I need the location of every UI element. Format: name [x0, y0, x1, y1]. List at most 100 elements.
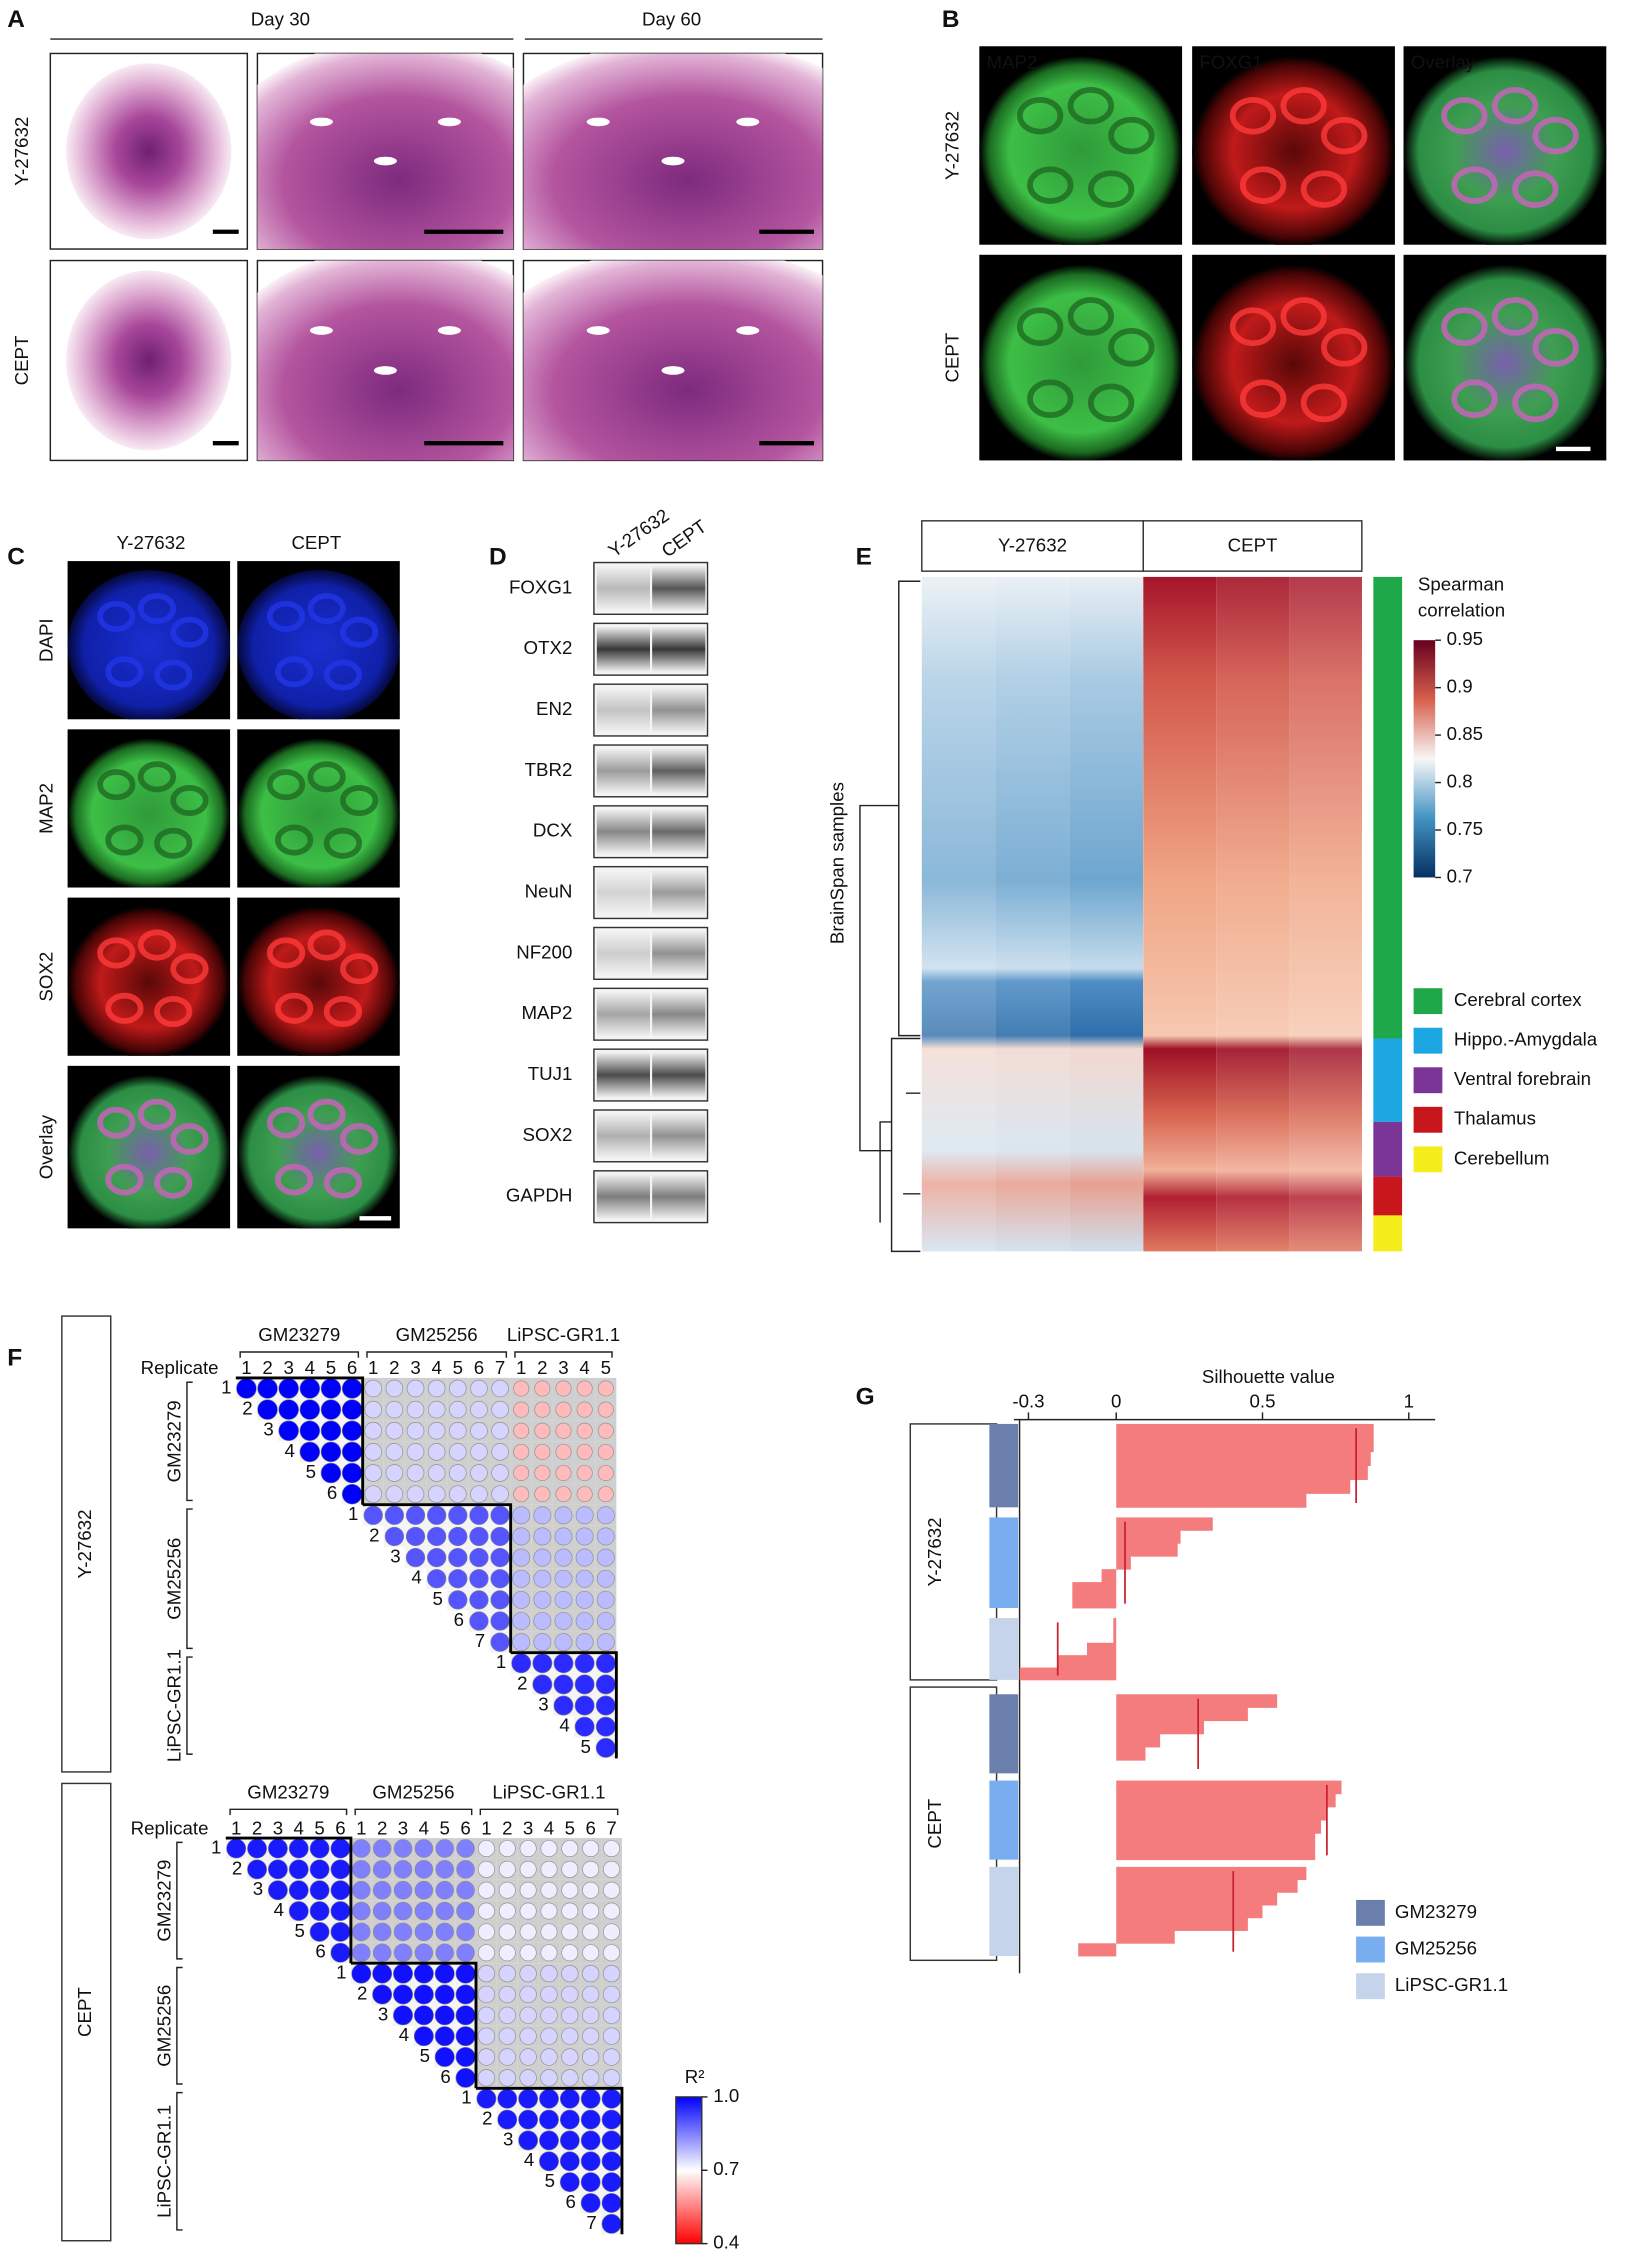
correlation-dot	[477, 2006, 496, 2024]
correlation-dot	[427, 1443, 446, 1461]
correlation-dot	[574, 1695, 595, 1716]
x-tick-label: 0.5	[1250, 1390, 1276, 1411]
structure	[307, 593, 346, 625]
correlation-dot	[539, 2088, 559, 2109]
correlation-dot	[435, 1901, 454, 1921]
correlation-dot	[532, 1653, 553, 1674]
correlation-dot	[533, 1633, 552, 1652]
blot-band	[652, 565, 706, 612]
line-header: LiPSC-GR1.1	[492, 1781, 605, 1802]
row-number: 1	[336, 1962, 346, 1983]
tissue	[523, 260, 823, 461]
channel-label: FOXG1	[1199, 51, 1262, 72]
correlation-dot	[597, 1486, 614, 1503]
silhouette-bar	[1116, 1905, 1263, 1919]
lumen	[309, 326, 333, 335]
correlation-dot	[540, 2006, 558, 2024]
correlation-dot	[449, 1464, 467, 1482]
row-number: 3	[503, 2128, 513, 2149]
correlation-dot	[512, 1633, 531, 1652]
row-number: 1	[461, 2087, 471, 2108]
silhouette-bar	[1116, 1517, 1213, 1531]
heatmap-column	[1143, 576, 1217, 1252]
blot-band	[596, 565, 650, 612]
correlation-dot	[288, 1838, 309, 1859]
condition-box	[61, 1782, 112, 2242]
tissue	[237, 1074, 400, 1229]
correlation-dot	[574, 1653, 595, 1674]
structure	[1108, 116, 1155, 155]
row-number: 5	[306, 1461, 316, 1482]
legend-label: Hippo.-Amygdala	[1454, 1029, 1598, 1050]
structure	[275, 992, 314, 1024]
row-number: 4	[411, 1567, 421, 1588]
correlation-dot	[352, 1881, 371, 1900]
correlation-dot	[330, 1942, 351, 1963]
correlation-dot	[405, 1526, 426, 1547]
group-label: Y-27632	[998, 535, 1067, 556]
correlation-dot	[385, 1400, 404, 1419]
correlation-dot	[513, 1443, 530, 1460]
correlation-dot	[476, 2088, 497, 2109]
silhouette-bar	[1116, 1694, 1278, 1708]
correlation-dot	[309, 1838, 330, 1859]
correlation-dot	[477, 1860, 495, 1878]
correlation-dot	[455, 2005, 476, 2026]
correlation-dot	[576, 1486, 593, 1503]
replicate-number: 4	[294, 1817, 304, 1838]
image	[237, 738, 400, 888]
structure	[1108, 327, 1155, 367]
correlation-dot	[278, 1420, 299, 1441]
blot-band	[652, 687, 706, 734]
correlation-dot	[456, 1860, 475, 1879]
blot-band	[652, 747, 706, 794]
row-label: Y-27632	[941, 111, 962, 180]
correlation-dot	[576, 1422, 593, 1439]
silhouette-bar	[1078, 1943, 1117, 1957]
row-number: 3	[390, 1546, 400, 1567]
condition-box	[61, 1315, 112, 1773]
row-label: EN2	[536, 698, 572, 719]
legend-swatch	[1413, 1067, 1443, 1094]
row-number: 6	[315, 1941, 325, 1962]
correlation-dot	[602, 2006, 621, 2024]
group-box	[921, 520, 1144, 572]
correlation-dot	[554, 1506, 573, 1525]
tissue	[257, 53, 514, 250]
cluster-bar	[989, 1423, 1019, 1508]
line-label: GM25256	[163, 1538, 184, 1620]
correlation-dot	[385, 1422, 404, 1440]
bracket	[479, 1808, 619, 1816]
correlation-dot	[470, 1379, 488, 1398]
structure	[1280, 87, 1327, 125]
group-label: CEPT	[1228, 535, 1278, 556]
correlation-dot	[540, 1860, 558, 1878]
row-label: CEPT	[941, 333, 962, 383]
correlation-dot	[406, 1400, 425, 1419]
correlation-dot	[470, 1443, 488, 1461]
correlation-dot	[435, 1922, 454, 1942]
colorbar-tick-label: 0.75	[1447, 818, 1483, 839]
correlation-dot	[470, 1422, 488, 1440]
row-label: GAPDH	[506, 1185, 572, 1206]
correlation-dot	[533, 1590, 552, 1609]
correlation-dot	[352, 1901, 371, 1921]
structure	[154, 995, 193, 1028]
image	[67, 738, 231, 888]
structure	[323, 827, 363, 859]
correlation-dot	[512, 1612, 531, 1630]
line-header: GM25256	[396, 1324, 478, 1345]
row-number: 3	[263, 1419, 273, 1440]
correlation-dot	[469, 1569, 489, 1589]
correlation-dot	[539, 2151, 559, 2172]
correlation-dot	[413, 1963, 434, 1984]
replicate-number: 5	[326, 1357, 336, 1378]
replicate-number: 6	[585, 1817, 595, 1838]
correlation-dot	[498, 1881, 516, 1899]
structure	[1300, 383, 1348, 423]
row-label: SOX2	[35, 952, 56, 1002]
tissue	[979, 264, 1183, 461]
correlation-dot	[603, 1860, 620, 1878]
correlation-dot	[553, 1653, 574, 1674]
